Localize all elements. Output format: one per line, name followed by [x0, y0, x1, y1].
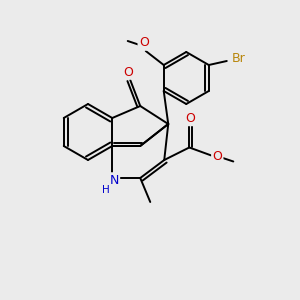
- Text: Br: Br: [232, 52, 246, 65]
- Text: O: O: [139, 37, 149, 50]
- Text: H: H: [102, 185, 110, 195]
- Text: O: O: [212, 150, 222, 163]
- Text: O: O: [123, 65, 133, 79]
- Text: N: N: [110, 173, 119, 187]
- Text: O: O: [185, 112, 195, 125]
